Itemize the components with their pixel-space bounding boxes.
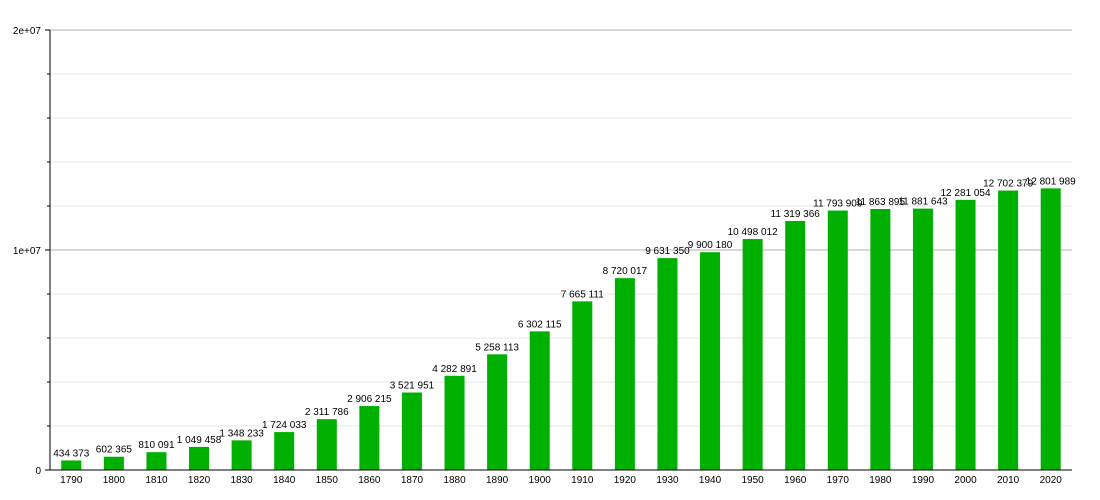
bar-value-label: 9 631 350: [645, 246, 690, 257]
bar-value-label: 3 521 951: [390, 381, 435, 392]
bar: [742, 239, 763, 470]
bar: [998, 190, 1019, 470]
bar: [529, 331, 550, 470]
y-tick-label: 2e+07: [13, 26, 42, 37]
x-tick-label: 1870: [401, 475, 424, 486]
bar-value-label: 7 665 111: [561, 289, 604, 300]
x-tick-label: 1840: [273, 475, 296, 486]
bar: [487, 354, 508, 470]
x-tick-label: 1960: [784, 475, 807, 486]
bar-value-label: 5 258 113: [475, 342, 519, 353]
x-tick-label: 1900: [529, 475, 552, 486]
bar-value-label: 11 793 909: [813, 199, 863, 210]
x-tick-label: 1950: [742, 475, 765, 486]
bar-layer: [61, 188, 1061, 470]
x-tick-label: 1810: [145, 475, 168, 486]
bar: [316, 419, 337, 470]
x-tick-label: 1880: [443, 475, 466, 486]
x-tick-label: 1990: [912, 475, 935, 486]
bar: [401, 392, 422, 470]
bar-value-label: 12 281 054: [941, 188, 991, 199]
x-tick-label: 1820: [188, 475, 211, 486]
bar: [614, 278, 635, 470]
x-tick-label: 1910: [571, 475, 594, 486]
bar: [912, 208, 933, 470]
bar: [146, 452, 167, 470]
x-tick-label: 1800: [103, 475, 126, 486]
bar-value-label: 1 724 033: [262, 420, 307, 431]
x-tick-label: 1930: [656, 475, 679, 486]
bar: [657, 258, 678, 470]
bar-value-label: 810 091: [138, 440, 175, 451]
bar-value-label: 2 311 786: [305, 407, 349, 418]
grid-layer: [50, 29, 1072, 427]
bar-value-label: 434 373: [53, 448, 90, 459]
bar: [61, 460, 82, 470]
bar: [189, 446, 210, 470]
bar: [870, 208, 891, 470]
x-tick-label: 1940: [699, 475, 722, 486]
bar-value-label: 10 498 012: [728, 227, 778, 238]
x-tick-label: 1830: [231, 475, 254, 486]
x-tick-label: 1980: [869, 475, 892, 486]
x-tick-label: 1920: [614, 475, 637, 486]
bar-value-label: 12 801 989: [1026, 176, 1076, 187]
bar: [572, 301, 593, 470]
x-tick-label: 2000: [954, 475, 977, 486]
bar: [785, 220, 806, 470]
bar: [103, 456, 124, 470]
bar-value-label: 8 720 017: [603, 266, 648, 277]
axis-layer: 1790 1800 1810 1820 1830 1840 1850 1860 1870 1880…: [13, 26, 1072, 486]
x-tick-label: 2010: [997, 475, 1020, 486]
bar-value-label: 1 049 458: [177, 435, 222, 446]
y-tick-label: 1e+07: [13, 246, 42, 257]
x-tick-label: 2020: [1040, 475, 1063, 486]
bar: [274, 432, 295, 470]
y-tick-label: 0: [35, 466, 41, 477]
bar-value-label: 11 319 366: [771, 209, 821, 220]
bar-value-label: 9 900 180: [688, 240, 733, 251]
bar-value-label: 11 863 895: [856, 197, 906, 208]
bar: [444, 375, 465, 470]
bar: [700, 252, 721, 470]
x-tick-label: 1890: [486, 475, 509, 486]
x-tick-label: 1850: [316, 475, 339, 486]
x-tick-label: 1970: [827, 475, 850, 486]
bar-value-label: 2 906 215: [347, 394, 392, 405]
bar-value-label: 4 282 891: [432, 364, 477, 375]
x-tick-label: 1790: [60, 475, 83, 486]
bar: [1040, 188, 1061, 470]
bar-value-label: 12 702 379: [983, 179, 1033, 190]
bar-value-label: 6 302 115: [518, 319, 562, 330]
bar: [231, 440, 252, 470]
bar: [827, 210, 848, 470]
bar-value-label: 11 881 643: [898, 197, 948, 208]
bar-value-label: 602 365: [96, 445, 133, 456]
x-tick-label: 1860: [358, 475, 381, 486]
bar: [359, 406, 380, 470]
bar: [955, 199, 976, 470]
bar-value-label: 1 348 233: [219, 428, 264, 439]
